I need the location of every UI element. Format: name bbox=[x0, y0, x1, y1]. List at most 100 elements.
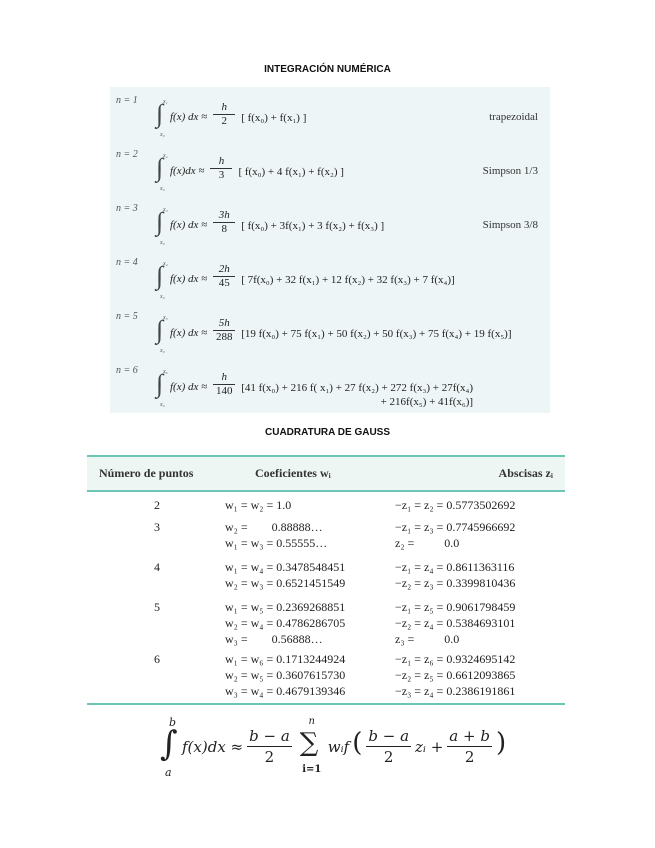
fraction-num: 3h bbox=[213, 209, 236, 223]
coefficient: w₃ = 0.56888… bbox=[225, 632, 323, 646]
integral-sign: ∫ bbox=[156, 99, 164, 128]
abscissa: −z₁ = z₄ = 0.8611363116 bbox=[395, 560, 515, 574]
formula: ∫ x₄ x₀ f(x) dx ≈ 2h 45 [ 7f(x₀) + 32 f(x… bbox=[154, 261, 538, 303]
formula-rhs-block: [ 7f(x₀) + 32 f(x₁) + 12 f(x₂) + 32 f(x₃… bbox=[241, 273, 455, 287]
lower-limit: x₀ bbox=[160, 402, 165, 408]
fraction-den: 2 bbox=[221, 115, 227, 127]
fraction: h 140 bbox=[213, 371, 236, 398]
formula-row: n = 6 ∫ x₆ x₀ f(x) dx ≈ h 140 [41 f(x₀) +… bbox=[110, 361, 550, 415]
integrand: f(x) dx ≈ bbox=[170, 219, 208, 231]
formula-rhs-block: [ f(x₀) + 3f(x₁) + 3 f(x₂) + f(x₃) ] bbox=[241, 219, 384, 233]
method-name: Simpson 3/8 bbox=[482, 219, 538, 231]
upper-limit: x₂ bbox=[163, 153, 168, 159]
coefficient: w₂ = w₅ = 0.3607615730 bbox=[225, 668, 346, 682]
coefficient: w₁ = w₆ = 0.1713244924 bbox=[225, 652, 346, 666]
coefficients: w₂ = 0.88888… w₁ = w₃ = 0.55555… bbox=[225, 519, 327, 551]
fraction: 5h 288 bbox=[213, 317, 236, 344]
integral-sign: ∫ bbox=[156, 369, 164, 398]
n-label: n = 3 bbox=[116, 203, 138, 214]
integral-lower: a bbox=[165, 766, 172, 779]
integrand: f(x)dx ≈ bbox=[182, 738, 244, 756]
coefficients: w₁ = w₄ = 0.3478548451 w₂ = w₃ = 0.652145… bbox=[225, 559, 345, 591]
n-label: n = 1 bbox=[116, 95, 138, 106]
num-points: 4 bbox=[154, 560, 160, 574]
fraction-den: 8 bbox=[221, 223, 227, 235]
frac2-den: 2 bbox=[383, 748, 394, 766]
abscissas: −z₁ = z₄ = 0.8611363116 −z₂ = z₃ = 0.3399… bbox=[395, 559, 561, 591]
frac3-den: 2 bbox=[464, 748, 475, 766]
integrand: f(x) dx ≈ bbox=[170, 327, 208, 339]
abscissa: −z₂ = z₅ = 0.6612093865 bbox=[395, 668, 516, 682]
formula-rhs: [ f(x₀) + 4 f(x₁) + f(x₂) ] bbox=[238, 166, 344, 178]
integrand: f(x) dx ≈ bbox=[170, 381, 208, 393]
upper-limit: x₄ bbox=[163, 261, 168, 267]
formula-rhs-continued: + 216f(x₅) + 41f(x₆)] bbox=[380, 396, 474, 408]
coefficient: w₂ = w₃ = 0.6521451549 bbox=[225, 576, 346, 590]
coefficient: w₁ = w₄ = 0.3478548451 bbox=[225, 560, 346, 574]
num-points: 6 bbox=[154, 652, 160, 666]
formula-rhs: [ 7f(x₀) + 32 f(x₁) + 12 f(x₂) + 32 f(x₃… bbox=[241, 274, 455, 286]
frac2-num: b − a bbox=[366, 727, 412, 747]
abscissa: −z₁ = z₂ = 0.5773502692 bbox=[395, 498, 516, 512]
n-label: n = 2 bbox=[116, 149, 138, 160]
lower-limit: x₀ bbox=[160, 348, 165, 354]
formula: ∫ x₃ x₀ f(x) dx ≈ 3h 8 [ f(x₀) + 3f(x₁) +… bbox=[154, 207, 538, 249]
integral: ∫ x₅ x₀ bbox=[154, 315, 170, 357]
integral: ∫ x₃ x₀ bbox=[154, 207, 170, 249]
fraction-den: 140 bbox=[215, 385, 233, 397]
fraction-num: h bbox=[213, 371, 236, 385]
abscissa: −z₁ = z₅ = 0.9061798459 bbox=[395, 600, 516, 614]
abscissa: −z₁ = z₃ = 0.7745966692 bbox=[395, 520, 516, 534]
fraction-num: h bbox=[213, 101, 236, 115]
fraction-den: 45 bbox=[218, 277, 230, 289]
frac1-num: b − a bbox=[247, 727, 292, 747]
formula-rhs: [ f(x₀) + f(x₁) ] bbox=[241, 112, 307, 124]
integral: ∫ x₄ x₀ bbox=[154, 261, 170, 303]
upper-limit: x₆ bbox=[163, 369, 168, 375]
abscissas: −z₁ = z₃ = 0.7745966692 z₂ = 0.0 bbox=[395, 519, 561, 551]
n-label: n = 4 bbox=[116, 257, 138, 268]
abscissa: −z₁ = z₆ = 0.9324695142 bbox=[395, 652, 516, 666]
integral: ∫ x₂ x₀ bbox=[154, 153, 170, 195]
formula-rhs: [19 f(x₀) + 75 f(x₁) + 50 f(x₂) + 50 f(x… bbox=[241, 328, 512, 340]
fraction-num: h bbox=[210, 155, 233, 169]
header-coeficientes: Coeficientes wᵢ bbox=[255, 466, 331, 480]
title-integracion-numerica: INTEGRACIÓN NUMÉRICA bbox=[264, 64, 391, 75]
method-name: trapezoidal bbox=[489, 111, 538, 123]
integral: ∫ x₁ x₀ bbox=[154, 99, 170, 141]
num-points: 5 bbox=[154, 600, 160, 614]
paren-close: ) bbox=[495, 728, 507, 758]
upper-limit: x₃ bbox=[163, 207, 168, 213]
n-label: n = 6 bbox=[116, 365, 138, 376]
abscissas: −z₁ = z₅ = 0.9061798459 −z₂ = z₄ = 0.5384… bbox=[395, 599, 561, 647]
integrand: f(x) dx ≈ bbox=[170, 111, 208, 123]
lower-limit: x₀ bbox=[160, 294, 165, 300]
zi-term: zᵢ + bbox=[415, 738, 444, 756]
lower-limit: x₀ bbox=[160, 132, 165, 138]
header-numero-puntos: Número de puntos bbox=[99, 466, 194, 480]
formula: ∫ x₆ x₀ f(x) dx ≈ h 140 [41 f(x₀) + 216 f… bbox=[154, 369, 538, 411]
abscissas: −z₁ = z₂ = 0.5773502692 bbox=[395, 497, 561, 513]
abscissa: z₂ = 0.0 bbox=[395, 536, 460, 550]
coefficient: w₁ = w₅ = 0.2369268851 bbox=[225, 600, 346, 614]
coefficient: w₂ = w₄ = 0.4786286705 bbox=[225, 616, 346, 630]
integral: b ∫ a bbox=[160, 716, 182, 780]
lower-limit: x₀ bbox=[160, 186, 165, 192]
num-points: 3 bbox=[154, 520, 160, 534]
abscissa: −z₂ = z₄ = 0.5384693101 bbox=[395, 616, 516, 630]
frac1-den: 2 bbox=[264, 748, 275, 766]
integrand: f(x) dx ≈ bbox=[170, 273, 208, 285]
frac3-num: a + b bbox=[447, 727, 492, 747]
formula-rhs-block: [ f(x₀) + 4 f(x₁) + f(x₂) ] bbox=[238, 165, 343, 179]
formula-rhs-block: [19 f(x₀) + 75 f(x₁) + 50 f(x₂) + 50 f(x… bbox=[241, 327, 511, 341]
formula-row: n = 3 ∫ x₃ x₀ f(x) dx ≈ 3h 8 [ f(x₀) + 3f… bbox=[110, 199, 550, 253]
abscissas: −z₁ = z₆ = 0.9324695142 −z₂ = z₅ = 0.6612… bbox=[395, 651, 561, 699]
upper-limit: x₁ bbox=[163, 99, 168, 105]
